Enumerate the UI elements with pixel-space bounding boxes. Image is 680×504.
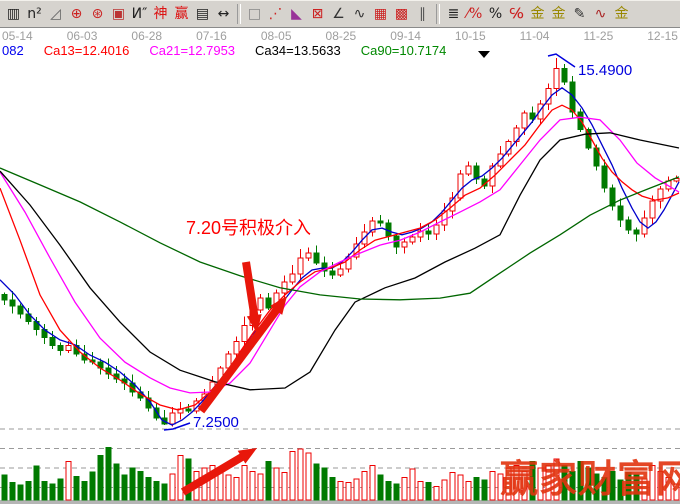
watermark: 赢家财富网 xyxy=(500,456,680,501)
date-tick-label: 07-16 xyxy=(196,29,227,43)
date-axis: 05-14 06-03 06-28 07-16 08-05 08-25 09-14 10-15… xyxy=(0,29,680,43)
ruler-123-icon[interactable]: ▤ xyxy=(195,6,210,22)
date-tick-label: 11-25 xyxy=(583,29,614,43)
low-price-label: 7.2500 xyxy=(193,414,239,431)
date-tick-label: 05-14 xyxy=(2,29,33,43)
parallel-lines-icon[interactable]: ∥ xyxy=(419,6,426,22)
trend-up-arrow xyxy=(197,296,287,414)
date-tick-label: 08-05 xyxy=(260,29,292,43)
comb-ruler-icon[interactable]: ▥ xyxy=(6,6,21,22)
wave-channel-icon[interactable]: ∿ xyxy=(594,6,607,22)
gann-square-icon[interactable]: ▣ xyxy=(111,6,126,22)
ma90-green xyxy=(0,167,680,301)
gold-partial-icon[interactable]: 金 xyxy=(614,6,629,22)
n-squared-icon[interactable]: n² xyxy=(27,6,42,22)
toolbar-separator xyxy=(237,4,241,24)
ruler-pen-icon[interactable]: ✎ xyxy=(573,6,586,22)
indicator-value: 082 xyxy=(2,43,24,58)
gold-circle-icon[interactable]: 金 xyxy=(530,6,545,22)
low-price-label-pointer xyxy=(163,422,191,431)
speed-triangle-icon[interactable]: ◣ xyxy=(291,6,302,22)
date-tick-label: 08-25 xyxy=(325,29,357,43)
list-ruler-icon[interactable]: ≣ xyxy=(447,6,460,22)
volume-bars xyxy=(1,446,680,501)
date-tick-label: 09-14 xyxy=(390,29,421,43)
ma13-red xyxy=(0,104,680,411)
grid-box-icon[interactable]: ▩ xyxy=(394,6,409,22)
date-tick-label: 06-03 xyxy=(66,29,98,43)
candles xyxy=(1,58,680,427)
indicator-value: Ca34=13.5633 xyxy=(255,43,341,58)
percent-line-icon[interactable]: ℅ xyxy=(509,6,524,22)
high-price-label-pointer xyxy=(547,53,576,68)
cycle-line-icon[interactable]: И″ xyxy=(131,6,148,22)
indicator-value: Ca21=12.7953 xyxy=(149,43,236,58)
gann-circle-icon[interactable]: ⊕ xyxy=(70,6,83,22)
date-tick-label: 06-28 xyxy=(131,29,163,43)
bottom-axis-strip xyxy=(0,500,680,504)
volume-up-arrow xyxy=(180,448,257,496)
indicator-row: 082 Ca13=12.4016 Ca21=12.7953 Ca34=13.5633 C… xyxy=(2,43,447,58)
toolbar: ▥ n² ◿ ⊕ ⊛ ▣ И″ 神赢 ▤ ↔ □ ⋰ ◣ ⊠ ∠ ∿ ▦ ▩ ∥ ≣ ⁄%% ℅ 金金 ✎ ∿ 金 xyxy=(0,0,680,28)
indicator-value: Ca90=10.7174 xyxy=(360,43,447,58)
gold-line-icon[interactable]: 金 xyxy=(551,6,566,22)
high-price-label: 15.4900 xyxy=(578,62,632,79)
date-tick-label: 10-15 xyxy=(454,29,486,43)
grid-icon[interactable]: ▦ xyxy=(373,6,388,22)
ying-tool-icon[interactable]: 赢 xyxy=(174,6,189,22)
ma21-magenta xyxy=(0,116,680,394)
zigzag-icon[interactable]: ∿ xyxy=(353,6,366,22)
gann-wheel-icon[interactable]: ⊛ xyxy=(91,6,104,22)
peak-marker-triangle xyxy=(478,51,490,58)
toolbar-separator xyxy=(436,4,440,24)
entry-note-annotation: 7.20号积极介入 xyxy=(186,218,312,238)
percent-slash-icon[interactable]: ⁄% xyxy=(466,6,483,22)
ma34-black xyxy=(0,132,680,391)
gann-fan-icon[interactable]: ⋰ xyxy=(268,6,283,22)
fan-box-icon[interactable]: ⊠ xyxy=(311,6,324,22)
entry-down-arrow xyxy=(242,261,262,333)
date-tick-label: 12-15 xyxy=(647,29,678,43)
date-tick-label: 11-04 xyxy=(519,29,550,43)
percent-icon[interactable]: % xyxy=(488,6,503,22)
select-box-icon[interactable]: □ xyxy=(247,6,262,22)
ma-fast-blue xyxy=(0,86,680,426)
width-measure-icon[interactable]: ↔ xyxy=(217,6,230,22)
angle-tool-icon[interactable]: ◿ xyxy=(50,6,61,22)
trend-line-icon[interactable]: ∠ xyxy=(332,6,345,22)
indicator-value: Ca13=12.4016 xyxy=(43,43,130,58)
shen-tool-icon[interactable]: 神 xyxy=(153,6,168,22)
